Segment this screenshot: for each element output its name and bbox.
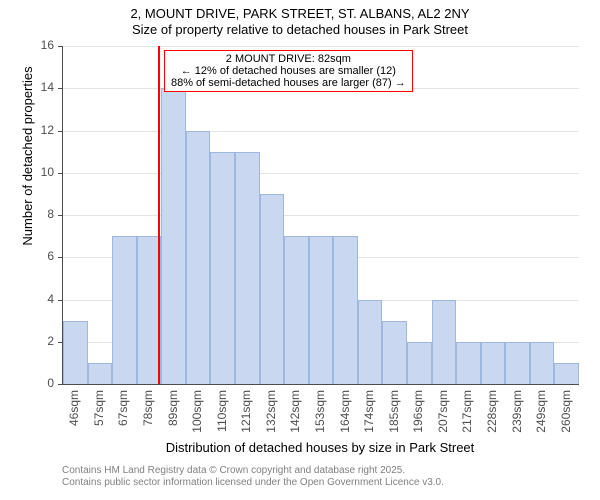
xtick-label: 153sqm xyxy=(313,390,327,433)
attribution-line: Contains public sector information licen… xyxy=(62,477,444,489)
chart-title-line1: 2, MOUNT DRIVE, PARK STREET, ST. ALBANS,… xyxy=(0,0,600,22)
xtick-label: 185sqm xyxy=(387,390,401,433)
histogram-bar xyxy=(260,194,285,384)
ytick-label: 2 xyxy=(47,334,54,348)
xtick-label: 78sqm xyxy=(141,390,155,426)
histogram-bar xyxy=(333,236,358,384)
xtick-label: 89sqm xyxy=(166,390,180,426)
ytick-label: 10 xyxy=(41,165,54,179)
ytick-label: 6 xyxy=(47,249,54,263)
xtick-label: 260sqm xyxy=(559,390,573,433)
histogram-bar xyxy=(407,342,432,384)
annotation-line: ← 12% of detached houses are smaller (12… xyxy=(171,65,406,77)
histogram-bar xyxy=(358,300,383,385)
histogram-bar xyxy=(505,342,530,384)
reference-marker-line xyxy=(158,46,160,384)
ytick-label: 14 xyxy=(41,80,54,94)
chart-title-line2: Size of property relative to detached ho… xyxy=(0,22,600,38)
histogram-bar xyxy=(432,300,457,385)
xtick-label: 142sqm xyxy=(288,390,302,433)
gridline xyxy=(63,215,579,216)
histogram-bar xyxy=(63,321,88,384)
histogram-bar xyxy=(382,321,407,384)
xtick-label: 174sqm xyxy=(362,390,376,433)
ytick-mark xyxy=(58,215,63,216)
plot-area: 2 MOUNT DRIVE: 82sqm← 12% of detached ho… xyxy=(62,46,579,385)
xtick-label: 67sqm xyxy=(116,390,130,426)
ytick-mark xyxy=(58,384,63,385)
histogram-bar xyxy=(112,236,137,384)
xtick-label: 239sqm xyxy=(510,390,524,433)
histogram-bar xyxy=(186,131,211,385)
ytick-mark xyxy=(58,173,63,174)
gridline xyxy=(63,46,579,47)
xtick-label: 228sqm xyxy=(485,390,499,433)
xtick-label: 164sqm xyxy=(338,390,352,433)
xtick-label: 110sqm xyxy=(215,390,229,432)
attribution-line: Contains HM Land Registry data © Crown c… xyxy=(62,465,444,477)
ytick-label: 16 xyxy=(41,38,54,52)
histogram-bar xyxy=(210,152,235,384)
annotation-box: 2 MOUNT DRIVE: 82sqm← 12% of detached ho… xyxy=(164,50,413,92)
histogram-bar xyxy=(481,342,506,384)
x-axis-title: Distribution of detached houses by size … xyxy=(62,440,578,455)
gridline xyxy=(63,173,579,174)
ytick-label: 12 xyxy=(41,123,54,137)
histogram-bar xyxy=(554,363,579,384)
xtick-label: 46sqm xyxy=(67,390,81,426)
histogram-bar xyxy=(88,363,113,384)
ytick-mark xyxy=(58,300,63,301)
histogram-bar xyxy=(456,342,481,384)
gridline xyxy=(63,131,579,132)
y-axis-title: Number of detached properties xyxy=(20,0,35,325)
histogram-bar xyxy=(309,236,334,384)
xtick-label: 196sqm xyxy=(411,390,425,433)
histogram-bar xyxy=(235,152,260,384)
attribution-text: Contains HM Land Registry data © Crown c… xyxy=(62,465,444,489)
histogram-bar xyxy=(530,342,555,384)
ytick-mark xyxy=(58,257,63,258)
xtick-label: 249sqm xyxy=(534,390,548,433)
xtick-label: 57sqm xyxy=(92,390,106,426)
xtick-label: 207sqm xyxy=(436,390,450,433)
xtick-label: 217sqm xyxy=(460,390,474,433)
histogram-bar xyxy=(161,88,186,384)
ytick-label: 4 xyxy=(47,292,54,306)
ytick-mark xyxy=(58,131,63,132)
ytick-label: 8 xyxy=(47,207,54,221)
ytick-mark xyxy=(58,46,63,47)
xtick-label: 121sqm xyxy=(239,390,253,433)
xtick-label: 132sqm xyxy=(264,390,278,433)
ytick-mark xyxy=(58,88,63,89)
annotation-line: 2 MOUNT DRIVE: 82sqm xyxy=(171,53,406,65)
histogram-bar xyxy=(284,236,309,384)
ytick-label: 0 xyxy=(47,376,54,390)
xtick-label: 100sqm xyxy=(190,390,204,433)
annotation-line: 88% of semi-detached houses are larger (… xyxy=(171,77,406,89)
